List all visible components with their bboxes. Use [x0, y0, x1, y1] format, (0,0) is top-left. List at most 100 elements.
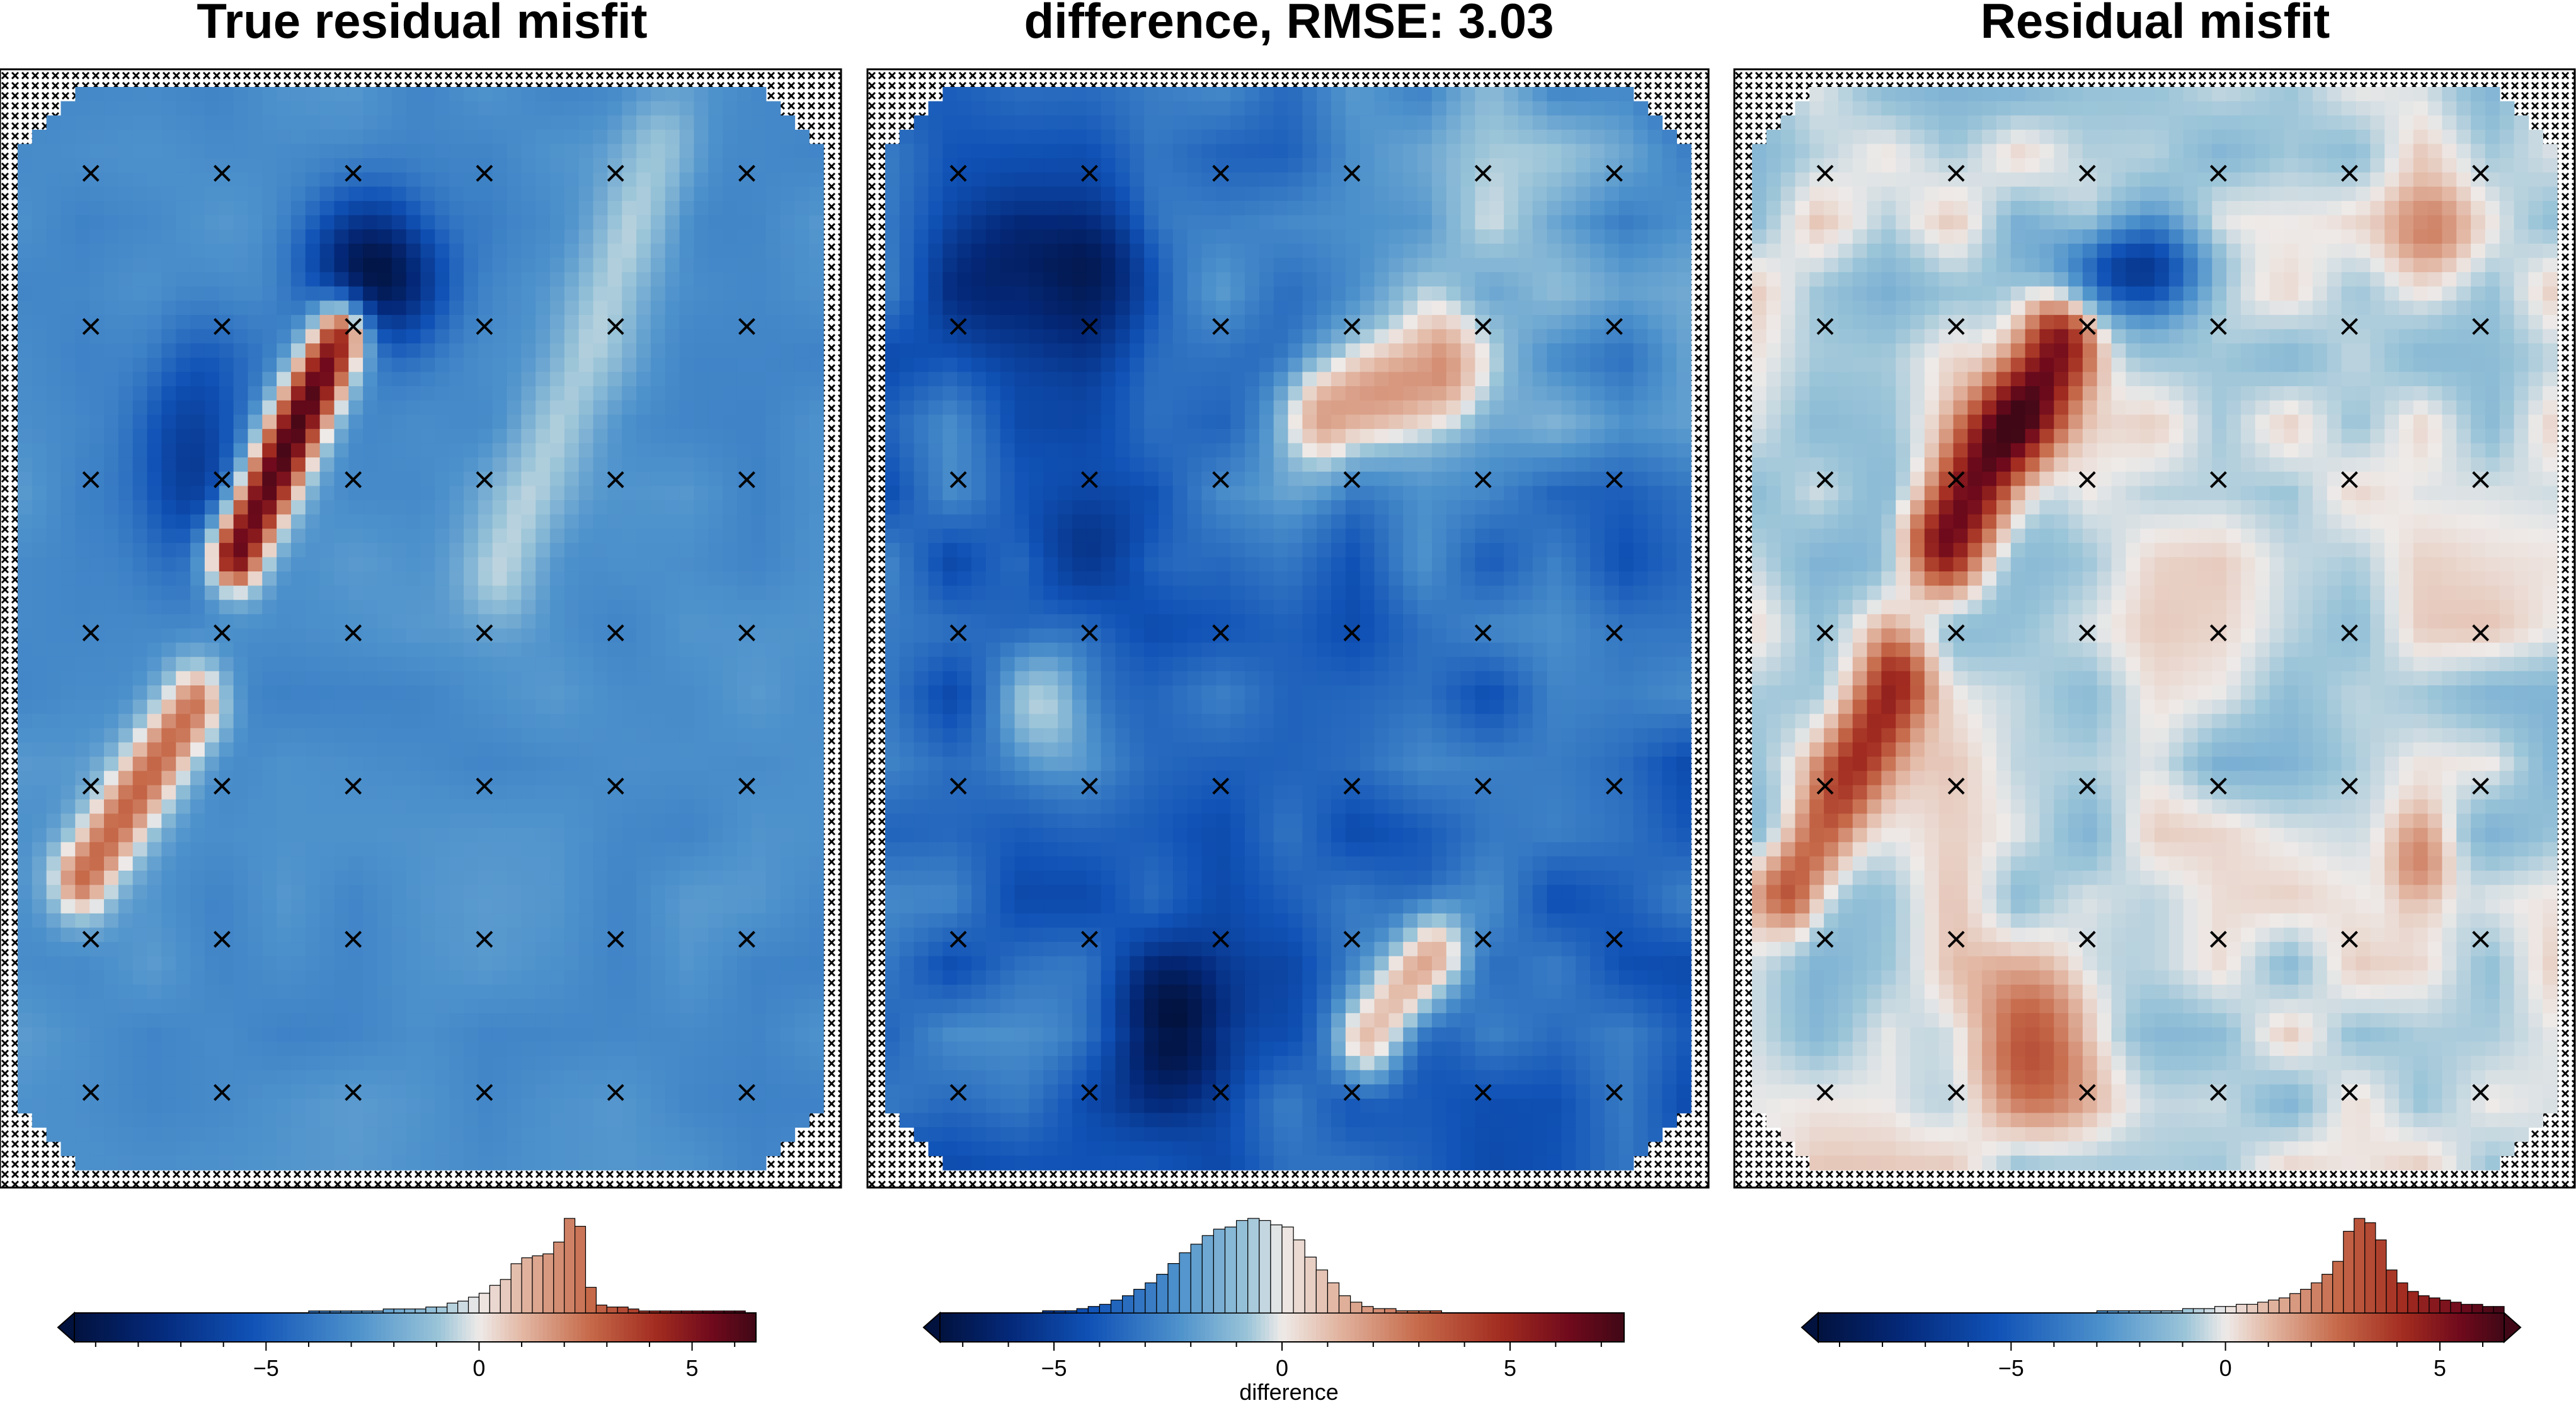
heatmap-cell [550, 258, 565, 273]
heatmap-cell [118, 842, 134, 857]
heatmap-cell [708, 557, 723, 572]
colorbar-segment [364, 1313, 369, 1342]
heatmap-cell [492, 984, 508, 1000]
heatmap-cell [147, 970, 163, 985]
heatmap-cell [219, 1084, 234, 1099]
heatmap-cell [607, 899, 623, 914]
heatmap-cell [420, 813, 436, 828]
heatmap-cell [31, 899, 47, 914]
heatmap-cell [377, 1155, 392, 1171]
heatmap-cell [75, 742, 90, 757]
heatmap-cell [176, 714, 191, 729]
heatmap-cell [809, 757, 824, 772]
heatmap-cell [75, 144, 90, 159]
heatmap-cell [593, 899, 609, 914]
heatmap-cell [1317, 87, 1332, 102]
heatmap-cell [305, 129, 321, 145]
heatmap-cell [607, 942, 623, 957]
heatmap-cell [147, 984, 163, 1000]
heatmap-cell [736, 871, 752, 886]
heatmap-cell [219, 799, 234, 815]
heatmap-cell [1547, 200, 1562, 216]
heatmap-cell [809, 942, 824, 957]
heatmap-cell [161, 757, 177, 772]
heatmap-cell [780, 999, 796, 1014]
heatmap-cell [60, 571, 76, 587]
heatmap-cell [809, 813, 824, 828]
heatmap-cell [420, 357, 436, 373]
colorbar-segment [743, 1313, 748, 1342]
heatmap-cell [89, 87, 105, 102]
heatmap-cell [46, 272, 62, 287]
heatmap-cell [147, 301, 163, 316]
heatmap-cell [104, 913, 119, 929]
heatmap-cell [449, 158, 464, 173]
heatmap-cell [391, 172, 407, 188]
heatmap-cell [391, 1155, 407, 1171]
heatmap-cell [650, 144, 666, 159]
heatmap-cell [521, 1084, 537, 1099]
heatmap-cell [176, 129, 191, 145]
heatmap-cell [809, 571, 824, 587]
heatmap-cell [622, 314, 637, 330]
histogram-bar [425, 1307, 437, 1314]
heatmap-cell [161, 671, 177, 686]
heatmap-cell [118, 956, 134, 971]
heatmap-cell [319, 984, 335, 1000]
heatmap-cell [46, 542, 62, 558]
constraint-point [214, 1084, 231, 1101]
heatmap-cell [262, 172, 277, 188]
heatmap-cell [161, 457, 177, 472]
heatmap-cell [233, 614, 249, 629]
histogram-bar [521, 1257, 533, 1314]
heatmap-cell [809, 643, 824, 658]
heatmap-cell [622, 542, 637, 558]
heatmap-cell [290, 1098, 306, 1114]
heatmap-cell [334, 1155, 350, 1171]
heatmap-cell [521, 856, 537, 871]
heatmap-cell [679, 828, 695, 843]
heatmap-cell [89, 557, 105, 572]
heatmap-cell [550, 828, 565, 843]
heatmap-cell [363, 913, 378, 929]
heatmap-cell [492, 372, 508, 387]
heatmap-cell [593, 272, 609, 287]
heatmap-cell [46, 486, 62, 501]
heatmap-cell [578, 243, 594, 259]
colorbar-segment [287, 1313, 292, 1342]
heatmap-cell [449, 87, 464, 102]
heatmap-cell [723, 856, 738, 871]
heatmap-cell [665, 1098, 680, 1114]
heatmap-cell [679, 1013, 695, 1028]
heatmap-cell [665, 272, 680, 287]
heatmap-cell [492, 415, 508, 430]
heatmap-cell [60, 115, 76, 130]
heatmap-cell [435, 471, 450, 487]
heatmap-cell [406, 656, 421, 672]
heatmap-cell [406, 1141, 421, 1157]
heatmap-cell [535, 215, 551, 230]
heatmap-cell [420, 714, 436, 729]
heatmap-cell [89, 1155, 105, 1171]
heatmap-cell [765, 728, 781, 743]
heatmap-cell [521, 956, 537, 971]
heatmap-cell [593, 728, 609, 743]
heatmap-cell [1417, 200, 1433, 216]
heatmap-cell [132, 585, 148, 601]
heatmap-cell [363, 785, 378, 800]
colorbar-segment [389, 1313, 394, 1342]
heatmap-cell [348, 770, 364, 786]
heatmap-cell [18, 557, 33, 572]
heatmap-cell [1259, 200, 1274, 216]
heatmap-cell [679, 129, 695, 145]
heatmap-cell [319, 129, 335, 145]
colorbar-segment [491, 1313, 497, 1342]
heatmap-cell [147, 500, 163, 515]
heatmap-cell [636, 1070, 651, 1085]
colorbar-segment [624, 1313, 629, 1342]
heatmap-cell [885, 144, 900, 159]
heatmap-cell [1115, 144, 1131, 159]
heatmap-cell [723, 1013, 738, 1028]
heatmap-cell [650, 671, 666, 686]
constraint-point [82, 318, 100, 335]
